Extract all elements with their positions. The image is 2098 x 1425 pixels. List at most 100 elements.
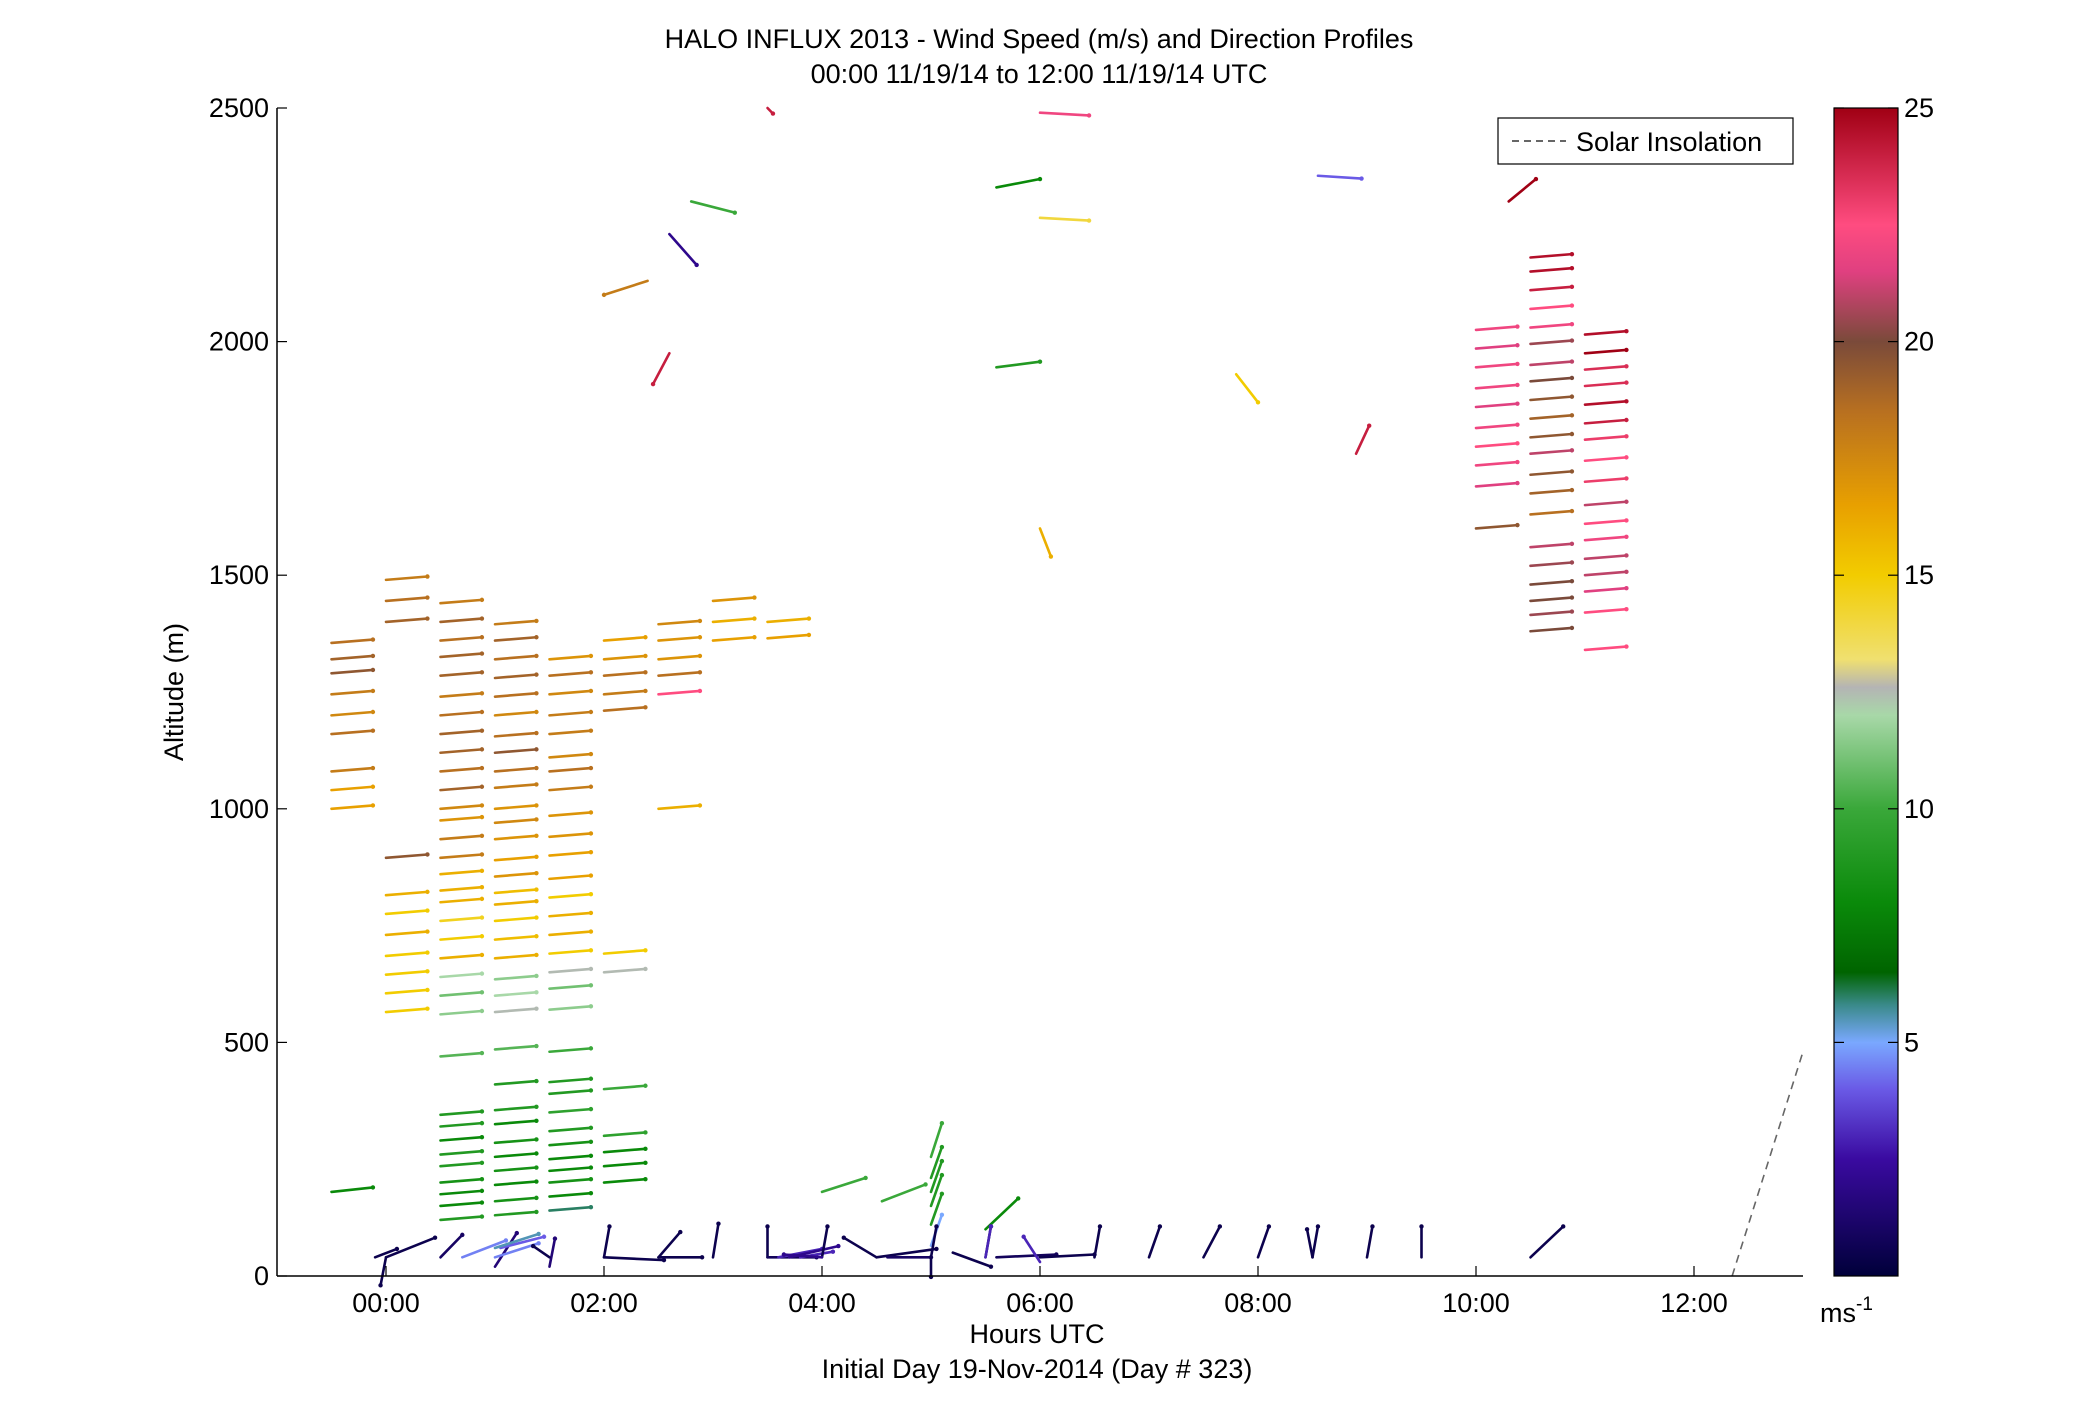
wind-barb: [439, 953, 484, 960]
wind-barb-tip: [479, 884, 485, 890]
wind-barb: [1529, 542, 1574, 549]
wind-barb: [602, 1084, 647, 1091]
y-tick-label: 1000: [209, 794, 269, 824]
wind-barb-tip: [1624, 607, 1629, 612]
wind-barb-tip: [1515, 324, 1520, 329]
wind-barb: [439, 815, 484, 822]
wind-barb-tip: [534, 817, 539, 822]
wind-barb: [1529, 579, 1574, 586]
colorbar-tick-label: 15: [1904, 560, 1934, 590]
wind-barb: [439, 652, 484, 659]
wind-barb: [493, 692, 538, 698]
wind-barb-surface-tip: [460, 1232, 465, 1238]
wind-barb-tip: [588, 1046, 594, 1051]
wind-barb: [1529, 304, 1574, 311]
wind-barb-surface: [460, 1239, 508, 1259]
wind-barb-tip: [752, 635, 757, 640]
wind-barb-tip: [1086, 218, 1092, 223]
wind-barb-tip: [1048, 554, 1054, 559]
wind-barb-tip: [939, 1191, 945, 1196]
wind-barb-tip: [534, 899, 539, 904]
wind-barb-tip: [650, 381, 656, 387]
wind-barb: [548, 1166, 593, 1173]
wind-barb: [1583, 456, 1628, 463]
wind-barb-tip: [588, 709, 594, 715]
wind-barb: [493, 1079, 538, 1086]
wind-barb-surface: [951, 1251, 993, 1268]
wind-barb-surface: [875, 1247, 938, 1259]
wind-barb-tip: [1569, 609, 1575, 614]
wind-barb-tip: [588, 983, 594, 988]
wind-barb-surface: [711, 1222, 720, 1259]
wind-barb-surface: [995, 1253, 1058, 1259]
wind-barb-surface-tip: [530, 1243, 536, 1249]
wind-barb: [439, 885, 484, 892]
wind-barb: [548, 689, 593, 696]
wind-barb-tip: [1569, 375, 1575, 381]
wind-barb-tip: [588, 728, 594, 733]
wind-barb: [657, 670, 702, 677]
wind-barb: [1583, 607, 1628, 614]
wind-barb-surface: [531, 1244, 551, 1259]
wind-barb: [439, 1149, 484, 1156]
wind-barb: [711, 596, 756, 603]
wind-barb-surface-tip: [378, 1283, 383, 1288]
wind-barb: [548, 1005, 593, 1011]
wind-barb-tip: [534, 990, 539, 995]
wind-barb: [493, 766, 538, 773]
wind-barb: [548, 1107, 593, 1114]
wind-barb-tip: [588, 1004, 594, 1009]
wind-barb-tip: [588, 831, 594, 836]
wind-barb: [330, 654, 375, 661]
wind-barb: [929, 1192, 944, 1226]
wind-barb-tip: [479, 1200, 485, 1205]
wind-barb: [1474, 442, 1519, 449]
wind-barb-tip: [370, 803, 376, 808]
wind-barb-tip: [479, 670, 485, 675]
wind-barb: [330, 638, 375, 645]
wind-barb-tip: [370, 667, 376, 673]
y-tick-label: 0: [254, 1261, 269, 1291]
wind-barb: [602, 967, 647, 974]
wind-barb: [548, 670, 593, 677]
wind-barb: [548, 1047, 593, 1054]
colorbar-tick-label: 10: [1904, 794, 1934, 824]
wind-barb: [548, 729, 593, 736]
wind-barb: [439, 1161, 484, 1168]
wind-barb-surface-tip: [934, 1224, 939, 1229]
wind-barb-tip: [370, 784, 376, 789]
wind-barb-tip: [588, 784, 594, 789]
wind-barb-tip: [534, 765, 539, 771]
wind-barb: [384, 930, 429, 937]
wind-barb-tip: [479, 691, 485, 696]
wind-barb-surface-tip: [1370, 1224, 1375, 1229]
wind-barb-tip: [534, 803, 539, 808]
wind-barb-tip: [1569, 625, 1575, 631]
wind-barb-tip: [370, 688, 376, 694]
wind-barb-surface: [1529, 1225, 1565, 1259]
wind-barb: [493, 1152, 538, 1159]
colorbar-tick-label: 25: [1904, 93, 1934, 123]
wind-barb: [1529, 395, 1574, 402]
wind-barb-tip: [1624, 518, 1629, 523]
colorbar-tick-label: 5: [1904, 1027, 1919, 1057]
wind-barb-tip: [1624, 553, 1629, 558]
wind-barb-tip: [534, 887, 539, 892]
wind-barb: [602, 635, 647, 642]
wind-barb-tip: [643, 1176, 648, 1182]
wind-barb-surface: [1311, 1225, 1320, 1259]
wind-barb-tip: [588, 1125, 594, 1131]
wind-barb: [330, 1186, 375, 1194]
wind-barb-tip: [697, 803, 703, 808]
wind-barb-tip: [939, 1121, 945, 1126]
wind-barb: [820, 1176, 867, 1194]
wind-barb-surface-tip: [988, 1224, 994, 1229]
wind-barb: [651, 351, 671, 386]
wind-barb-tip: [534, 1006, 539, 1011]
wind-barb: [548, 1077, 593, 1084]
wind-barb: [493, 1166, 538, 1173]
wind-barb: [548, 1205, 593, 1212]
wind-barb-tip: [588, 688, 594, 694]
wind-barb-tip: [939, 1172, 945, 1178]
wind-barb: [880, 1183, 927, 1203]
